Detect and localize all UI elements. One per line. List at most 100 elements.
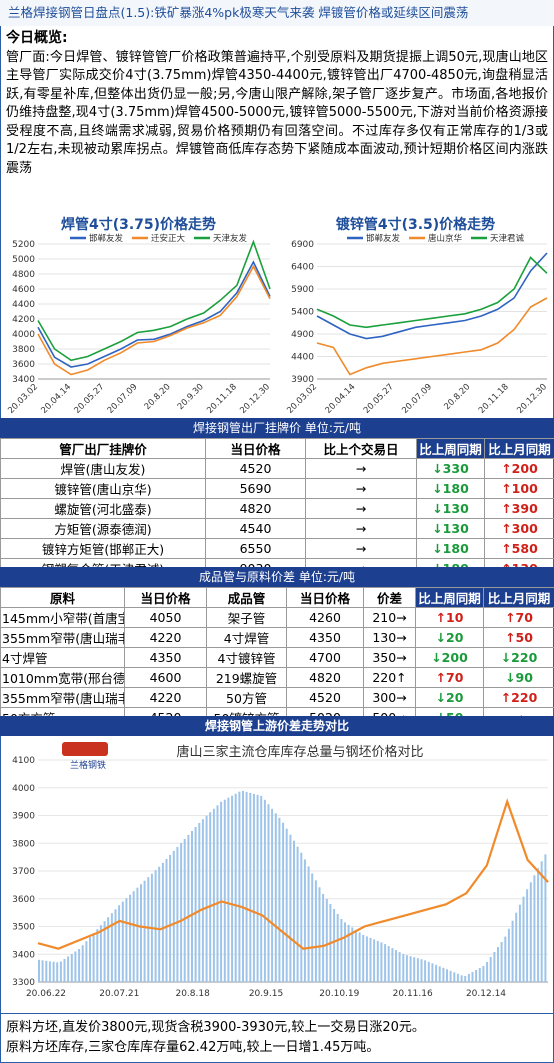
cell-pipe: 50方管 (206, 687, 287, 708)
legend-label: 天津君诚 (490, 233, 525, 244)
cell-month-change: ↑200 (484, 458, 554, 479)
stock-bar (132, 891, 135, 982)
stock-bar (354, 929, 357, 982)
cell-month-change: ↓90 (483, 667, 554, 688)
factory-row: 方矩管(源泰德润) 4540 → ↓130 ↑300 (0, 518, 554, 539)
y-tick-label: 4000 (12, 784, 35, 794)
stock-bar (271, 808, 274, 982)
stock-bar (507, 928, 510, 982)
cell-price: 4820 (205, 498, 306, 519)
series-line-1 (37, 264, 271, 376)
y-tick-label: 5400 (291, 308, 314, 318)
stock-bar (369, 937, 372, 982)
series-line-0 (316, 252, 548, 340)
y-tick-label: 3800 (12, 839, 35, 849)
y-tick-label: 4100 (12, 756, 35, 766)
stock-bar (96, 929, 99, 982)
stock-bar (249, 792, 252, 982)
stock-bar (540, 861, 543, 982)
y-tick-label: 3700 (12, 867, 35, 877)
stock-bar (409, 956, 412, 982)
x-tick-label: 20.03.02 (6, 382, 40, 416)
stock-bar (486, 962, 489, 982)
stock-bar (504, 936, 507, 982)
col-header-raw-price: 当日价格 (124, 587, 207, 608)
cell-day-change: → (305, 518, 417, 539)
col-header-pipe-price: 当日价格 (286, 587, 364, 608)
factory-row: 焊管(唐山友发) 4520 → ↓330 ↑200 (0, 458, 554, 479)
stock-bar (376, 940, 379, 982)
cell-factory-name: 镀锌管(唐山京华) (0, 478, 206, 499)
stock-bar (453, 972, 456, 982)
stock-bar (274, 813, 277, 982)
cell-week-change: ↓20 (415, 627, 484, 648)
stock-bar (518, 904, 521, 982)
cell-pipe: 4寸镀锌管 (206, 647, 287, 668)
stock-bar (471, 972, 474, 982)
stock-bar (497, 947, 499, 982)
factory-row: 镀锌方矩管(邯郸正大) 6550 → ↓180 ↑580 (0, 538, 554, 559)
stock-bar (282, 822, 285, 982)
cell-month-change: ↑220 (483, 687, 554, 708)
cell-month-change: ↓220 (483, 647, 554, 668)
inventory-chart: 唐山三家主流仓库库存总量与钢坯价格对比 兰格钢铁 4100 4000 3900 3800 3… (0, 736, 554, 1014)
stock-bar (92, 933, 95, 982)
stock-bar (373, 939, 376, 982)
cell-day-change: → (305, 478, 417, 499)
inventory-chart-title: 唐山三家主流仓库库存总量与钢坯价格对比 (176, 744, 423, 760)
y-tick-label: 5200 (12, 240, 35, 250)
stock-bar (187, 834, 190, 982)
stock-bar (314, 880, 317, 982)
stock-bar (416, 958, 419, 982)
cell-pipe-price: 4260 (286, 607, 364, 628)
stock-bar (143, 880, 146, 982)
stock-bar (482, 966, 485, 982)
x-tick-label: 20.05.27 (362, 382, 396, 416)
x-tick-label: 20.04.14 (324, 382, 358, 416)
stock-bar (456, 973, 459, 982)
stock-bar (398, 952, 401, 982)
x-tick-label: 20.11.16 (393, 989, 433, 999)
cell-diff: 210→ (363, 607, 416, 628)
stock-bar (325, 899, 328, 982)
y-tick-label: 4000 (12, 330, 35, 340)
stock-bar (467, 974, 470, 982)
billet-price-line (37, 798, 549, 950)
stock-bar (78, 949, 81, 982)
cell-week-change: ↓130 (416, 498, 485, 519)
stock-bar (493, 952, 496, 982)
cell-raw-price: 4350 (124, 647, 207, 668)
y-tick-label: 4600 (12, 285, 35, 295)
stock-bar (169, 854, 172, 982)
stock-bar (289, 834, 292, 982)
y-tick-label: 4400 (291, 353, 314, 363)
footer-line-stock: 原料方坯库存,三家仓库库存量62.42万吨,较上一日增1.45万吨。 (6, 1040, 380, 1055)
y-tick-label: 6900 (291, 240, 314, 250)
x-tick-label: 20.04.14 (39, 382, 73, 416)
factory-table-band: 焊接钢管出厂挂牌价 单位:元/吨 (0, 418, 554, 438)
stock-bar (74, 951, 77, 982)
x-tick-label: 20.12.30 (515, 382, 549, 416)
material-table-header: 原料 当日价格 成品管 当日价格 价差 比上周同期 比上月同期 (0, 587, 554, 608)
series-line-0 (37, 260, 271, 368)
stock-bar (227, 797, 230, 982)
stock-bar (45, 960, 48, 982)
cell-diff: 220↑ (363, 667, 416, 688)
galv-pipe-chart-title: 镀锌管4寸(3.5)价格走势 (335, 217, 496, 233)
cell-week-change: ↓200 (415, 647, 484, 668)
cell-pipe-price: 4350 (286, 627, 364, 648)
y-tick-label: 3900 (12, 812, 35, 822)
summary-text: 管厂面:今日焊管、镀锌管管厂价格政策普遍持平,个别受原料及期货提振上调50元,现… (6, 49, 548, 176)
stock-bar (252, 793, 255, 982)
stock-bar (121, 901, 124, 982)
col-header-raw: 原料 (0, 587, 125, 608)
cell-diff: 350→ (363, 647, 416, 668)
stock-bar (344, 922, 346, 982)
cell-raw: 355mm窄带(唐山瑞丰) (0, 627, 125, 648)
cell-day-change: → (305, 538, 417, 559)
stock-bar (183, 838, 186, 982)
cell-price: 4540 (205, 518, 306, 539)
stock-bar (511, 920, 514, 982)
